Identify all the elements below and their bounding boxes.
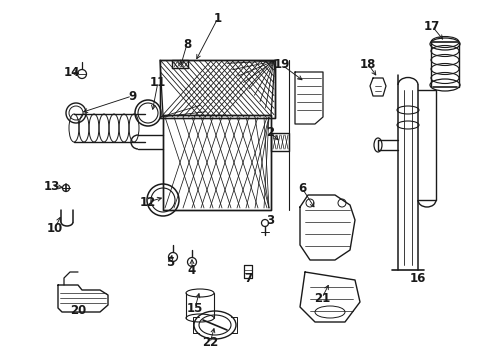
- Text: 21: 21: [314, 292, 330, 305]
- Text: 11: 11: [150, 76, 166, 89]
- Text: 16: 16: [410, 271, 426, 284]
- Text: 12: 12: [140, 195, 156, 208]
- Text: 5: 5: [166, 256, 174, 269]
- Text: 13: 13: [44, 180, 60, 193]
- Text: 19: 19: [274, 58, 290, 72]
- Text: 20: 20: [70, 303, 86, 316]
- Text: 17: 17: [424, 19, 440, 32]
- Text: 22: 22: [202, 337, 218, 350]
- Text: 15: 15: [187, 302, 203, 315]
- Text: 7: 7: [244, 271, 252, 284]
- Text: 10: 10: [47, 221, 63, 234]
- Text: 14: 14: [64, 66, 80, 78]
- Text: 18: 18: [360, 58, 376, 71]
- Text: 4: 4: [188, 264, 196, 276]
- Text: 8: 8: [183, 37, 191, 50]
- Text: 2: 2: [266, 126, 274, 139]
- Text: 1: 1: [214, 12, 222, 24]
- Text: 6: 6: [298, 181, 306, 194]
- Text: 9: 9: [128, 90, 136, 103]
- Text: 3: 3: [266, 213, 274, 226]
